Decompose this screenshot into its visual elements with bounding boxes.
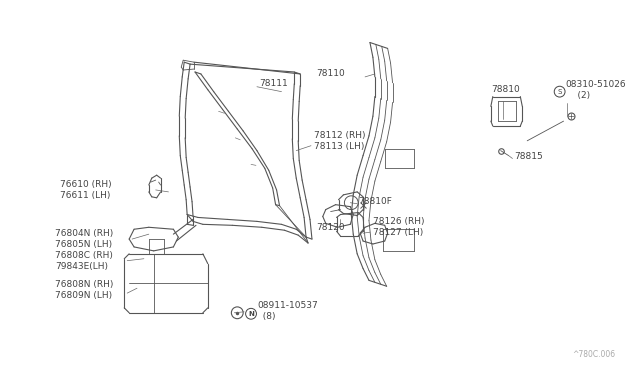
Text: ^780C.006: ^780C.006 [573, 350, 616, 359]
Text: 76808C (RH)
79843E(LH): 76808C (RH) 79843E(LH) [56, 251, 113, 271]
Text: 78112 (RH)
78113 (LH): 78112 (RH) 78113 (LH) [314, 131, 365, 151]
Text: S: S [557, 89, 562, 94]
Text: 08310-51026
    (2): 08310-51026 (2) [566, 80, 626, 100]
Text: 76610 (RH)
76611 (LH): 76610 (RH) 76611 (LH) [60, 180, 112, 200]
Text: 78126 (RH)
78127 (LH): 78126 (RH) 78127 (LH) [373, 217, 424, 237]
Text: 78810: 78810 [491, 85, 520, 94]
Text: 08911-10537
  (8): 08911-10537 (8) [257, 301, 317, 321]
Text: 78120: 78120 [316, 223, 344, 232]
Text: 78810F: 78810F [358, 197, 392, 206]
Text: 76804N (RH)
76805N (LH): 76804N (RH) 76805N (LH) [56, 229, 114, 249]
Text: 76808N (RH)
76809N (LH): 76808N (RH) 76809N (LH) [56, 280, 114, 300]
Text: 78111: 78111 [259, 79, 287, 88]
Text: N: N [248, 311, 254, 317]
Text: 78110: 78110 [316, 70, 345, 78]
Text: 78815: 78815 [515, 152, 543, 161]
